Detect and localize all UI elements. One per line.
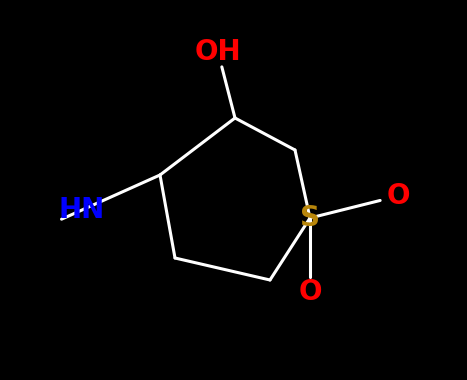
Text: O: O xyxy=(298,278,322,306)
Text: OH: OH xyxy=(195,38,241,66)
Text: S: S xyxy=(300,204,320,232)
Text: O: O xyxy=(386,182,410,210)
Text: HN: HN xyxy=(59,196,105,224)
